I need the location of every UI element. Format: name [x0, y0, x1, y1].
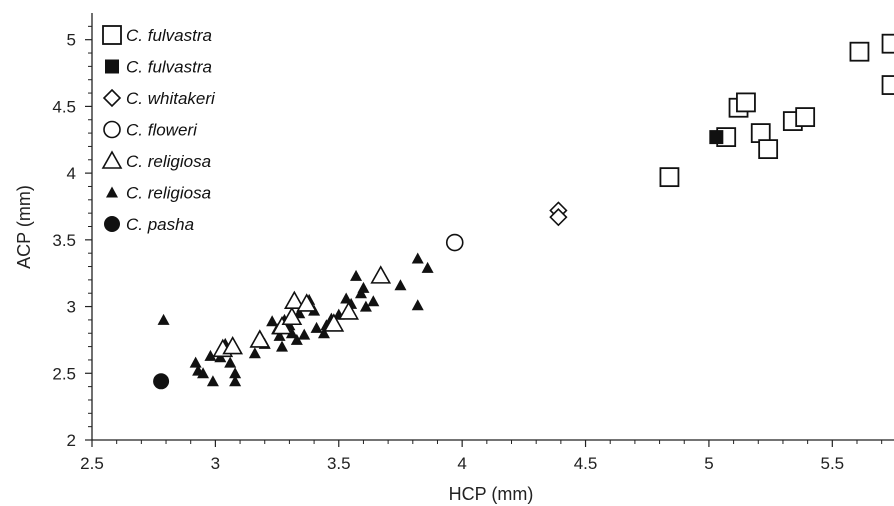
y-tick-label: 3.5 [52, 231, 76, 250]
series-open-triangle [212, 265, 392, 358]
data-point [310, 321, 323, 333]
y-tick-label: 4.5 [52, 97, 76, 116]
legend-marker [103, 120, 121, 139]
x-axis-title: HCP (mm) [449, 484, 534, 504]
data-point [411, 252, 424, 264]
legend-label: C. fulvastra [126, 26, 212, 45]
data-point [881, 75, 894, 95]
data-point [153, 373, 170, 390]
data-point [370, 265, 392, 284]
data-point [157, 313, 170, 325]
legend-marker [102, 25, 122, 45]
legend-item: C. religiosa [101, 150, 211, 171]
data-point [229, 367, 242, 379]
data-point [285, 327, 298, 339]
x-tick-label: 2.5 [80, 454, 104, 473]
legend-label: C. whitakeri [126, 89, 216, 108]
legend-label: C. religiosa [126, 152, 211, 171]
data-point [549, 208, 568, 227]
data-point [296, 293, 318, 312]
data-point [421, 261, 434, 273]
data-point [266, 315, 279, 327]
data-point [357, 281, 370, 293]
legend-item: C. pasha [104, 215, 194, 234]
legend-label: C. pasha [126, 215, 194, 234]
y-axis-title: ACP (mm) [14, 185, 34, 269]
legend-label: C. floweri [126, 121, 198, 140]
axes: 2.5 3 3.5 4 4.5 5 5.522.533.544.55 [52, 13, 894, 473]
legend-marker [102, 88, 122, 108]
legend-label: C. fulvastra [126, 58, 212, 77]
data-point [189, 356, 202, 368]
legend-item: C. religiosa [106, 184, 211, 203]
data-point [367, 295, 380, 307]
y-tick-label: 2.5 [52, 364, 76, 383]
y-tick-label: 4 [67, 164, 76, 183]
legend-marker [106, 186, 118, 198]
data-point [281, 306, 303, 326]
data-point [795, 107, 816, 127]
legend-marker [105, 59, 119, 74]
data-point [736, 92, 756, 113]
legend-label: C. religiosa [126, 184, 211, 203]
data-point [849, 41, 870, 62]
x-tick-label: 4.5 [574, 454, 598, 473]
legend-item: C. floweri [103, 120, 198, 140]
legend-marker [101, 150, 123, 169]
x-tick-label: 3 [211, 454, 220, 473]
data-point [338, 301, 360, 320]
x-tick-label: 4 [457, 454, 466, 473]
data-point [394, 279, 407, 291]
data-point [317, 327, 330, 339]
series-open-diamond [549, 201, 568, 227]
x-tick-label: 3.5 [327, 454, 351, 473]
data-point [229, 375, 242, 387]
data-point [271, 315, 293, 335]
data-marks [153, 33, 894, 390]
data-point [709, 130, 724, 145]
data-point [206, 375, 219, 387]
series-filled-square [709, 130, 724, 145]
data-point [881, 33, 894, 54]
data-point [445, 233, 464, 252]
series-filled-circle [153, 373, 170, 390]
x-tick-label: 5.5 [820, 454, 844, 473]
y-tick-label: 3 [67, 298, 76, 317]
series-open-square [659, 33, 894, 188]
data-point [249, 329, 271, 348]
data-point [411, 299, 424, 311]
data-point [273, 329, 286, 341]
data-point [197, 367, 210, 379]
data-point [222, 335, 244, 355]
legend-marker [104, 216, 120, 232]
legend-item: C. fulvastra [102, 25, 212, 45]
data-point [298, 328, 311, 340]
data-point [248, 347, 261, 359]
data-point [758, 139, 779, 160]
data-point [350, 269, 363, 281]
y-tick-label: 2 [67, 431, 76, 450]
data-point [204, 349, 217, 361]
legend-item: C. whitakeri [102, 88, 216, 108]
data-point [323, 313, 345, 332]
data-point [224, 356, 237, 368]
data-point [276, 340, 289, 352]
data-point [659, 167, 680, 188]
data-point [340, 292, 353, 304]
data-point [359, 300, 372, 312]
data-point [283, 290, 305, 310]
x-tick-label: 5 [704, 454, 713, 473]
legend: C. fulvastra C. fulvastra C. whitakeri C. f… [101, 25, 216, 234]
y-tick-label: 5 [67, 31, 76, 50]
legend-item: C. fulvastra [105, 58, 212, 77]
data-point [290, 333, 303, 345]
series-open-circle [445, 233, 464, 252]
